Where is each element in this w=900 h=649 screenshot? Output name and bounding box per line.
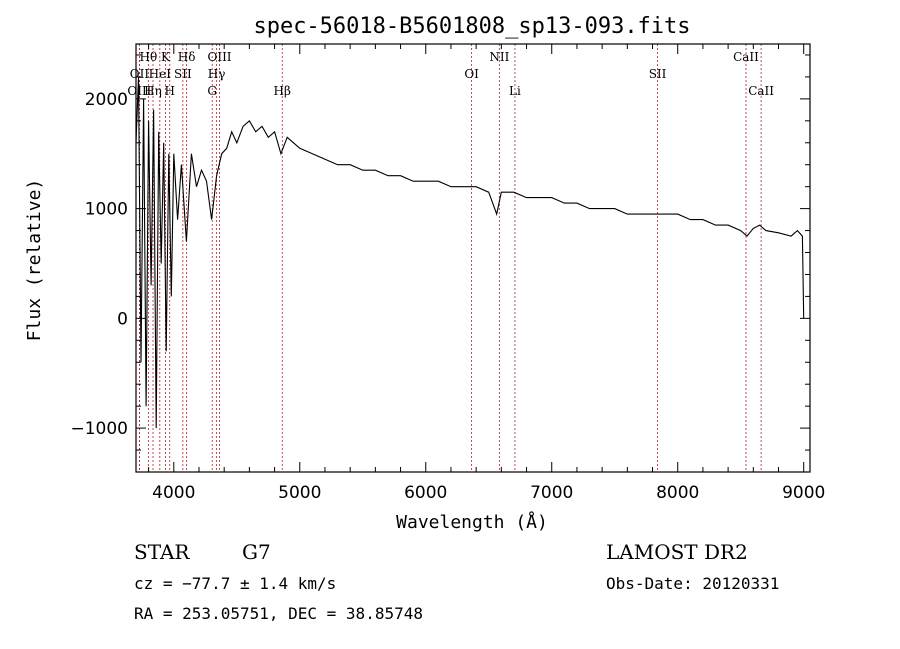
y-tick-label: 0 (117, 309, 128, 329)
spectral-line-label: CaII (733, 50, 759, 64)
y-axis-ticks: −1000 0 1000 2000 (70, 54, 810, 451)
spectral-line-label: OI (464, 67, 479, 81)
coordinates: RA = 253.05751, DEC = 38.85748 (134, 604, 423, 623)
spectral-line-label: Hη (144, 84, 162, 98)
spectral-line-label: SII (649, 67, 667, 81)
spectral-line-label: NII (489, 50, 509, 64)
spectral-line-markers (139, 44, 762, 472)
spectral-line-label: SII (174, 67, 192, 81)
spectral-line-label: G (207, 84, 217, 98)
x-tick-label: 6000 (404, 483, 447, 503)
chart-title: spec-56018-B5601808_sp13-093.fits (253, 14, 690, 39)
plot-frame (135, 43, 811, 473)
spectral-line-label: K (161, 50, 171, 64)
spectral-line-label: Hγ (208, 67, 226, 81)
y-tick-label: 2000 (85, 90, 128, 110)
x-tick-label: 7000 (530, 483, 573, 503)
spectral-line-label: H (165, 84, 175, 98)
spectral-line-label: OIII (207, 50, 231, 64)
y-tick-label: 1000 (85, 200, 128, 220)
object-class: STAR (134, 540, 190, 564)
survey-name: LAMOST DR2 (606, 540, 748, 564)
x-axis-ticks: 4000 5000 6000 7000 8000 9000 (148, 44, 825, 503)
object-subclass: G7 (242, 540, 271, 564)
spectral-line-label: Hθ (139, 50, 157, 64)
observation-date: Obs-Date: 20120331 (606, 574, 779, 593)
spectral-line-label: OIII (127, 84, 151, 98)
spectral-line-label: Li (509, 84, 521, 98)
x-tick-label: 5000 (278, 483, 321, 503)
x-axis-label: Wavelength (Å) (396, 511, 548, 533)
spectral-line-label: CaII (748, 84, 774, 98)
spectral-line-label: Hβ (274, 84, 291, 98)
spectral-line-label: OII (130, 67, 150, 81)
y-axis-label: Flux (relative) (24, 179, 45, 342)
x-tick-label: 9000 (782, 483, 825, 503)
spectral-line-label: HeI (149, 67, 172, 81)
spectrum-series-line (135, 76, 805, 429)
spectral-line-label: Hδ (178, 50, 196, 64)
y-tick-label: −1000 (70, 419, 128, 439)
redshift-cz: cz = −77.7 ± 1.4 km/s (134, 574, 336, 593)
x-tick-label: 8000 (656, 483, 699, 503)
x-tick-label: 4000 (152, 483, 195, 503)
